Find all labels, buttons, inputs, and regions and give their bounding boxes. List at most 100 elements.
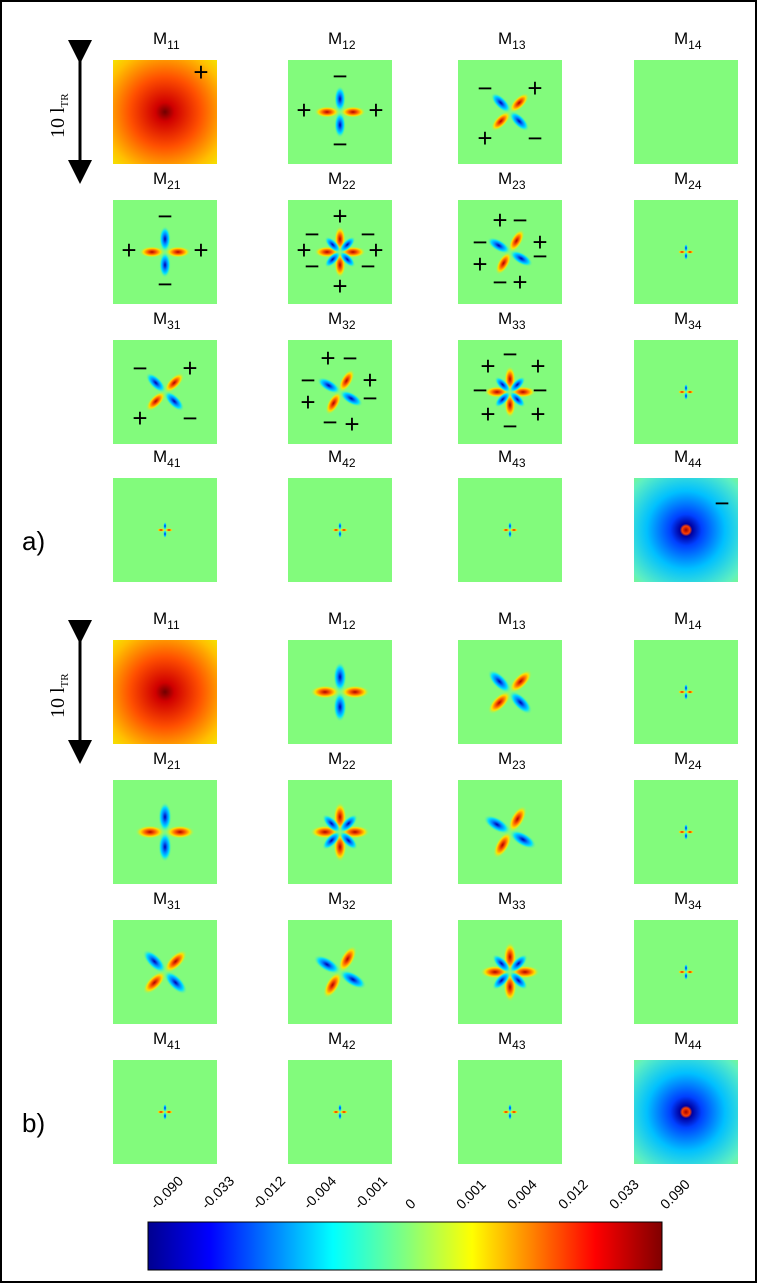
cell-image [113, 920, 217, 1024]
lobe [509, 250, 533, 267]
cell-symbol: M [328, 169, 342, 188]
cell-label: M14 [674, 609, 702, 632]
sign: − [502, 411, 517, 441]
matrix-cell: M44− [634, 447, 738, 582]
cell-subscript: 42 [342, 456, 356, 470]
scale-text: 10 l [47, 107, 69, 138]
cell-symbol: M [498, 749, 512, 768]
sign: − [492, 267, 507, 297]
sign: + [532, 227, 547, 257]
sign: + [332, 271, 347, 301]
lobe [684, 964, 688, 972]
matrix-cell: M34 [634, 889, 738, 1024]
sign: − [502, 339, 517, 369]
sign: + [132, 403, 147, 433]
cell-symbol: M [498, 1029, 512, 1048]
cell-label: M43 [498, 447, 526, 470]
matrix-cell: M13− ++ − [458, 29, 562, 164]
lobe [510, 1110, 518, 1114]
cell-image [634, 60, 738, 164]
lobe [339, 970, 367, 989]
lobe [340, 106, 366, 118]
cell-symbol: M [153, 609, 167, 628]
lobe [338, 1112, 342, 1120]
matrix-cell: M23+ −− ++ −− + [458, 169, 562, 304]
lobe [495, 251, 512, 275]
sign: − [362, 383, 377, 413]
matrix-cell: M23 [458, 749, 562, 884]
cell-symbol: M [498, 889, 512, 908]
lobe [338, 945, 357, 973]
cell-label: M13 [498, 29, 526, 52]
sign: − [132, 353, 147, 383]
cell-symbol: M [674, 889, 688, 908]
matrix-cell: M32+ −− ++ −− + [288, 309, 392, 444]
cell-subscript: 43 [512, 1038, 526, 1052]
sign: − [360, 219, 375, 249]
cell-subscript: 33 [512, 898, 526, 912]
lobe [508, 522, 512, 530]
lobe [165, 528, 173, 532]
lobe [494, 391, 511, 408]
lobe [317, 377, 341, 394]
sign: − [304, 251, 319, 281]
cell-symbol: M [498, 169, 512, 188]
sign: − [477, 73, 492, 103]
matrix-cell: M22+− −+ +− −+ [288, 169, 392, 304]
lobe [339, 390, 363, 407]
cell-subscript: 21 [167, 178, 181, 192]
lobe [323, 971, 342, 999]
sign: + [296, 95, 311, 125]
lobe [163, 530, 167, 538]
cell-label: M42 [328, 447, 356, 470]
lobe [684, 832, 688, 840]
cell-label: M23 [498, 169, 526, 192]
lobe [314, 106, 340, 118]
cell-subscript: 23 [512, 178, 526, 192]
cell-subscript: 34 [688, 318, 702, 332]
cell-image [113, 60, 217, 164]
lobe [508, 229, 525, 253]
sign: − [532, 375, 547, 405]
lobe [163, 1104, 167, 1112]
cell-symbol: M [674, 609, 688, 628]
lobe [163, 970, 188, 995]
lobe [159, 252, 171, 278]
matrix-cell: M11 [113, 609, 217, 744]
lobe [684, 384, 688, 392]
lobe [322, 814, 341, 833]
sign: + [480, 399, 495, 429]
sign: − [360, 251, 375, 281]
cell-subscript: 44 [688, 456, 702, 470]
sign: − [714, 488, 729, 518]
cell-label: M14 [674, 29, 702, 52]
sign: + [512, 267, 527, 297]
cell-label: M13 [498, 609, 526, 632]
cell-subscript: 14 [688, 38, 702, 52]
lobe [684, 252, 688, 260]
matrix-cell: M11 + [113, 29, 217, 164]
matrix-cell: M41 [113, 1029, 217, 1164]
matrix-cell: M31 [113, 889, 217, 1024]
cell-label: M34 [674, 309, 702, 332]
cell-label: M32 [328, 309, 356, 332]
lobe [340, 1110, 348, 1114]
lobe [324, 236, 341, 253]
cell-label: M41 [153, 447, 181, 470]
colorbar [147, 1221, 663, 1271]
sign: + [193, 235, 208, 265]
cell-label: M42 [328, 1029, 356, 1052]
cell-subscript: 33 [512, 318, 526, 332]
cell-symbol: M [153, 447, 167, 466]
lobe [333, 692, 347, 722]
sign: + [193, 57, 208, 87]
lobe [686, 690, 694, 694]
lobe [157, 528, 165, 532]
lobe [492, 954, 511, 973]
sign: + [480, 351, 495, 381]
cell-symbol: M [153, 169, 167, 188]
cell-subscript: 13 [512, 38, 526, 52]
cell-subscript: 31 [167, 318, 181, 332]
cell-symbol: M [153, 309, 167, 328]
